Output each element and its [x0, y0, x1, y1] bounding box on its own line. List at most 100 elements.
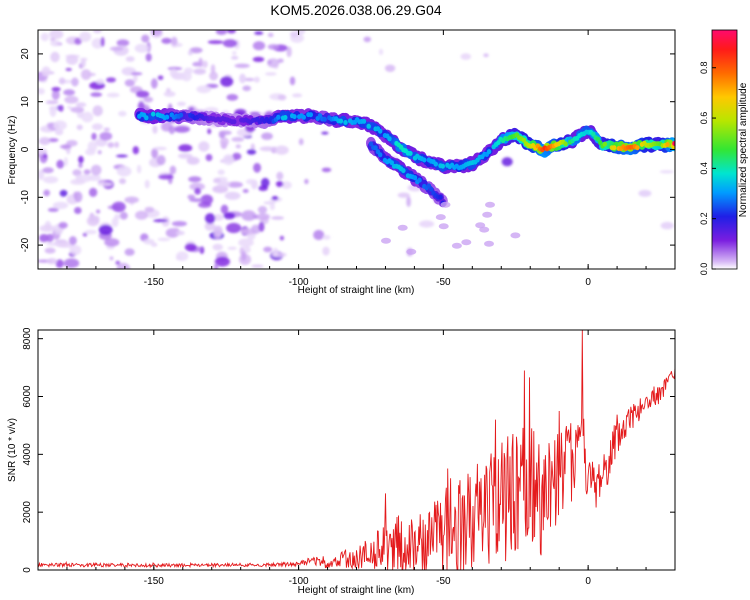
ridge-mark [612, 145, 617, 151]
noise-blob [205, 154, 213, 162]
noise-blob [136, 164, 142, 174]
noise-blob [111, 217, 119, 228]
noise-blob [104, 238, 120, 247]
noise-blob [238, 238, 254, 247]
noise-blob [109, 256, 114, 261]
noise-blob [246, 210, 252, 215]
colorbar-tick-label: 0.8 [699, 61, 709, 74]
noise-blob [76, 124, 83, 130]
noise-blob [106, 77, 116, 83]
noise-speckle [38, 30, 674, 269]
ridge-mark [151, 111, 156, 117]
colorbar-tick-label: 0.6 [699, 112, 709, 125]
noise-blob [132, 146, 139, 155]
noise-blob [49, 37, 56, 41]
colorbar-label: Normalized spectral amplitude [738, 82, 749, 217]
snr-panel: -150 -100 -50 0 0 2000 4000 6000 8000 Height of … [7, 327, 676, 596]
ridge-mark [433, 161, 438, 167]
noise-blob [187, 194, 196, 200]
noise-blob [275, 180, 284, 188]
noise-blob [213, 225, 223, 237]
snr-plot-area [38, 330, 675, 570]
noise-blob [178, 144, 193, 152]
noise-blob [659, 170, 674, 174]
branch-mark [401, 168, 406, 174]
noise-blob [41, 66, 51, 77]
noise-blob [258, 221, 265, 232]
noise-blob [235, 144, 241, 149]
tail-blob [381, 237, 391, 244]
noise-blob [169, 165, 177, 175]
noise-blob [231, 137, 245, 142]
noise-blob [91, 38, 104, 49]
noise-blob [150, 30, 163, 37]
noise-blob [55, 259, 64, 268]
noise-blob [207, 128, 212, 135]
noise-blob [51, 87, 61, 92]
noise-blob [189, 182, 205, 191]
colorbar-ticks: 0.0 0.2 0.4 0.6 0.8 [699, 61, 716, 275]
noise-blob [198, 57, 203, 68]
noise-blob [53, 120, 67, 131]
noise-blob [46, 258, 58, 265]
noise-blob [99, 131, 113, 141]
ridge-mark [361, 118, 367, 124]
noise-blob [254, 31, 264, 35]
noise-blob [223, 212, 236, 220]
noise-blob [49, 30, 64, 40]
noise-blob [46, 233, 54, 243]
noise-blob [58, 77, 66, 85]
noise-blob [250, 224, 261, 234]
ridge-mark [343, 120, 348, 125]
noise-blob [65, 67, 72, 72]
noise-blob [210, 64, 216, 74]
noise-blob [226, 222, 242, 234]
noise-blob [125, 56, 135, 62]
noise-blob [103, 127, 110, 132]
x-tick-label: -50 [436, 576, 451, 587]
noise-blob [92, 105, 103, 117]
snr-series-line [38, 330, 675, 570]
ridge-mark [164, 114, 170, 120]
noise-blob [141, 34, 150, 43]
noise-blob [460, 53, 472, 60]
noise-blob [224, 191, 241, 200]
noise-blob [196, 85, 212, 94]
noise-blob [212, 243, 223, 251]
spectrogram-plot-area [38, 30, 675, 269]
noise-blob [419, 220, 435, 228]
noise-blob [254, 76, 260, 83]
noise-blob [269, 203, 275, 210]
noise-blob [226, 94, 239, 101]
x-tick-label: 0 [585, 277, 591, 288]
noise-blob [189, 47, 203, 54]
noise-blob [43, 189, 51, 197]
noise-blob [156, 155, 166, 166]
noise-blob [218, 130, 232, 136]
noise-blob [58, 104, 64, 112]
noise-blob [83, 169, 91, 175]
noise-blob [93, 30, 102, 34]
tail-blob [461, 239, 472, 246]
branch-mark [378, 152, 383, 158]
noise-blob [85, 148, 96, 156]
noise-blob [176, 251, 189, 262]
snr-y-label: SNR (10 * v/v) [7, 418, 18, 482]
spectrogram-y-label: Frequency (Hz) [7, 116, 18, 185]
noise-blob [289, 76, 296, 86]
noise-blob [119, 211, 128, 220]
noise-blob [116, 262, 131, 269]
noise-blob [271, 216, 284, 220]
noise-blob [171, 36, 178, 46]
ridge-mark [366, 123, 371, 129]
noise-blob [227, 30, 236, 34]
noise-blob [52, 201, 69, 210]
noise-blob [186, 156, 200, 165]
noise-blob [175, 230, 185, 236]
noise-blob [322, 235, 331, 240]
colorbar-tick-label: 0.0 [699, 263, 709, 276]
noise-blob [259, 146, 275, 152]
noise-blob [45, 100, 59, 105]
branch-mark [417, 177, 422, 183]
noise-blob [45, 242, 61, 246]
